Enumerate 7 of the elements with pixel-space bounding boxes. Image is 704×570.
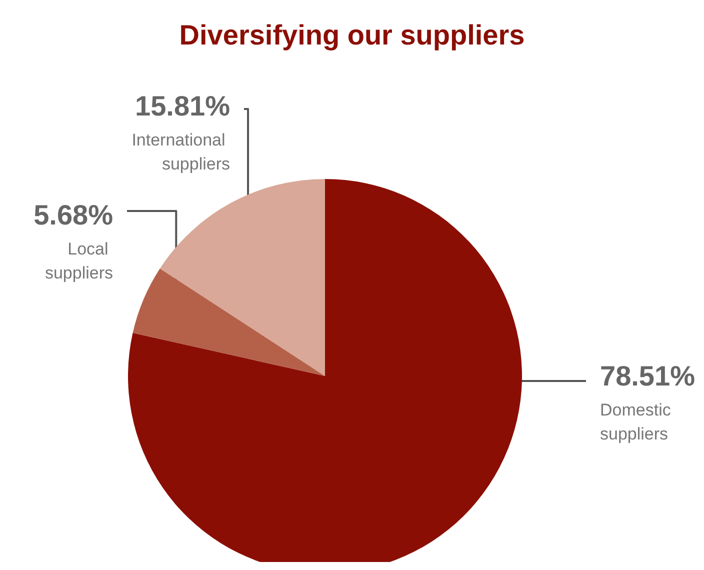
slice-label: Domestic suppliers (600, 400, 676, 444)
chart-title: Diversifying our suppliers (179, 20, 525, 50)
slice-label: International suppliers (132, 130, 230, 174)
data-label: 5.68% (34, 200, 114, 230)
data-label: 15.81% (135, 90, 230, 122)
data-label: 78.51% (600, 360, 696, 392)
slice-label: Local suppliers (44, 240, 113, 282)
